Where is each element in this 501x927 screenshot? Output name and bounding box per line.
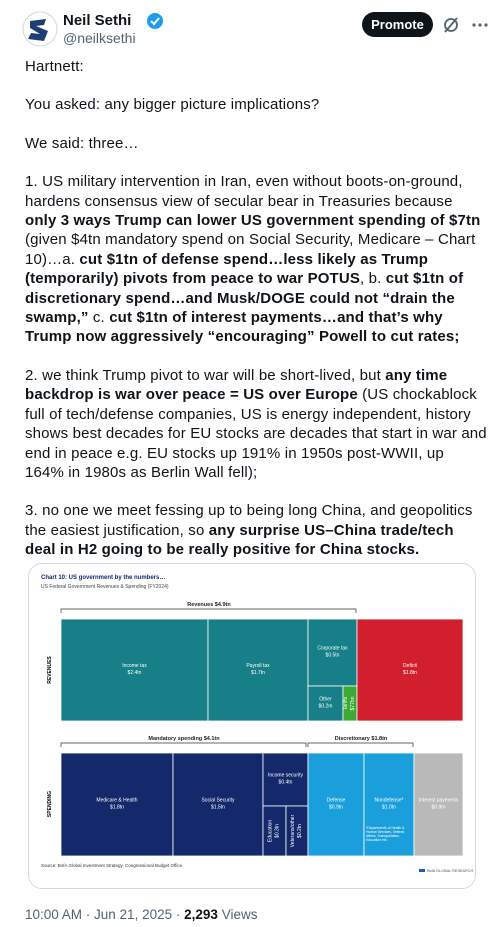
text: , b. <box>360 270 386 288</box>
text: You asked: any bigger picture implicatio… <box>25 96 320 114</box>
text: (US chockablock full of tech/defense com… <box>25 386 487 481</box>
author-handle[interactable]: @neilksethi <box>63 30 136 46</box>
block-value: $1.0tn <box>382 805 396 811</box>
bracket <box>60 742 307 747</box>
chart-title: Chart 10: US government by the numbers… <box>41 575 165 581</box>
paragraph: Hartnett: <box>25 57 487 76</box>
text: Hartnett: <box>25 58 84 75</box>
treemap-block <box>356 618 464 722</box>
block-label: Interest payments <box>419 798 459 804</box>
text: 3. no one we meet fessing up to being lo… <box>25 502 473 539</box>
treemap-block <box>262 752 309 807</box>
brand-logo <box>419 869 425 872</box>
block-value: $0.9tn <box>432 805 446 811</box>
chart-subtitle: US Federal Government Revenues & Spendin… <box>41 584 169 590</box>
axis-label: REVENUES <box>47 656 53 684</box>
media-card[interactable]: Chart 10: US government by the numbers… U… <box>28 563 476 889</box>
bold-text: any time backdrop is war over peace = US… <box>25 366 448 404</box>
bold-text: only 3 ways Trump can lower US governmen… <box>25 212 481 230</box>
author-name[interactable]: Neil Sethi <box>63 12 132 29</box>
block-label: Corporate tax <box>317 646 348 652</box>
bracket-label: Revenues $4.9tn <box>187 602 231 608</box>
block-label: Other <box>319 697 332 703</box>
treemap-block <box>307 685 344 722</box>
text: c. <box>88 309 110 327</box>
bracket <box>60 608 357 613</box>
verified-badge <box>147 13 163 29</box>
block-label: Payroll tax <box>246 663 270 669</box>
text: (given $4tn mandatory spend on Social Se… <box>25 231 476 268</box>
bracket-label: Mandatory spending $4.1tn <box>148 736 220 742</box>
text: 2. we think Trump pivot to war will be s… <box>25 366 386 384</box>
block-label: Deficit <box>403 663 418 669</box>
footnote: *Departments of Health & Human Services,… <box>366 826 405 842</box>
avatar[interactable] <box>22 11 58 47</box>
treemap-block <box>60 618 209 722</box>
views-label: Views <box>221 907 258 922</box>
chart-brand: BofA GLOBAL RESEARCH <box>427 869 474 873</box>
block-value: $1.8tn <box>403 670 417 676</box>
treemap-block <box>363 752 415 857</box>
more-icon[interactable] <box>470 15 490 35</box>
block-value: $0.9tn <box>329 805 343 811</box>
timestamp[interactable]: 10:00 AM · Jun 21, 2025 · <box>25 907 181 922</box>
treemap-block <box>172 752 264 857</box>
block-label: Education <box>268 820 274 842</box>
tweet-footer: 10:00 AM · Jun 21, 2025 · 2,293 Views <box>25 907 257 922</box>
bracket <box>307 742 414 747</box>
block-label: Medicare & Health <box>96 798 137 804</box>
treemap-block <box>413 752 464 857</box>
view-count: 2,293 <box>184 907 218 922</box>
paragraph: 2. we think Trump pivot to war will be s… <box>25 366 487 482</box>
text: 1. US military intervention in Iran, eve… <box>25 173 463 210</box>
chart-source: Source: BofA Global Investment Strategy,… <box>41 863 183 868</box>
bold-text: cut $1tn of defense spend…less likely as… <box>25 250 429 288</box>
paragraph: We said: three… <box>25 134 487 153</box>
bracket-label: Discretionary $1.8tn <box>335 736 388 742</box>
bold-text: any surprise US–China trade/tech deal in… <box>25 521 454 559</box>
block-label: Defense <box>327 798 346 804</box>
block-value: $0.3tn <box>275 824 281 838</box>
paragraph: 3. no one we meet fessing up to being lo… <box>25 501 487 559</box>
block-label: Income tax <box>122 663 147 669</box>
axis-label: SPENDING <box>47 791 53 817</box>
text: We said: three… <box>25 134 139 152</box>
block-label: Social Security <box>201 798 235 804</box>
block-value: $0.2m <box>319 704 333 710</box>
treemap-block <box>307 618 358 687</box>
promote-button[interactable]: Promote <box>362 12 433 37</box>
block-value: $1.5tn <box>211 805 225 811</box>
block-value: $1.7tn <box>251 670 265 676</box>
block-value: $0.5tn <box>326 653 340 659</box>
block-value: $77bn <box>350 696 356 710</box>
paragraph: 1. US military intervention in Iran, eve… <box>25 172 487 347</box>
paragraph: You asked: any bigger picture implicatio… <box>25 95 487 114</box>
block-label: Veterans/other <box>290 814 296 847</box>
block-value: $0.2tn <box>297 824 303 838</box>
tweet-text: Hartnett: You asked: any bigger picture i… <box>25 57 487 579</box>
block-value: $0.4tn <box>279 780 293 786</box>
footnote-text: *Departments of Health & Human Services,… <box>366 826 405 842</box>
block-label: Tariffs <box>343 696 349 710</box>
grok-icon[interactable] <box>441 15 461 35</box>
block-label: Nondefense* <box>375 798 404 804</box>
block-value: $2.4tn <box>128 670 142 676</box>
chart-image: Chart 10: US government by the numbers… U… <box>29 564 475 888</box>
block-label: Income security <box>268 773 304 779</box>
bold-text: cut $1tn of discretionary spend…and Musk… <box>25 270 464 327</box>
treemap-block <box>207 618 309 722</box>
block-value: $1.8tn <box>110 805 124 811</box>
treemap-block <box>60 752 174 857</box>
bold-text: cut $1tn of interest payments…and that’s… <box>25 309 460 346</box>
